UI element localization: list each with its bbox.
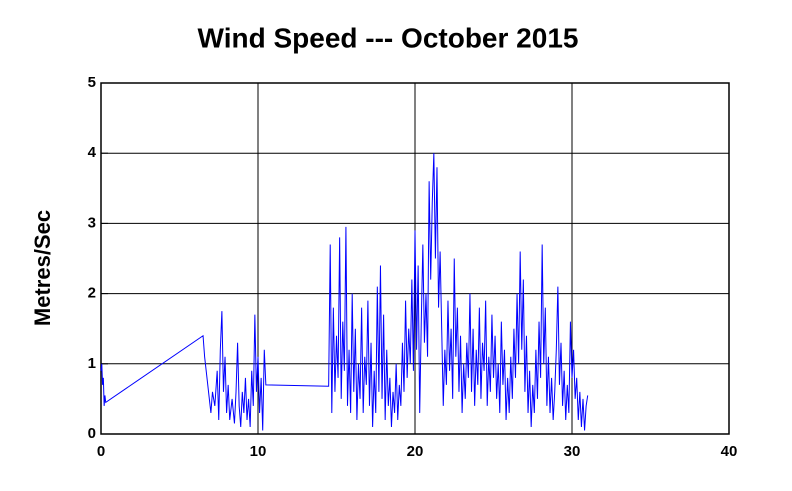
y-tick-label: 3	[88, 214, 96, 231]
x-tick-label: 30	[564, 443, 581, 460]
y-tick-label: 4	[88, 144, 97, 161]
data-line	[100, 153, 589, 431]
x-tick-label: 10	[250, 443, 267, 460]
y-tick-label: 1	[88, 355, 96, 372]
chart-title: Wind Speed --- October 2015	[198, 22, 579, 53]
y-tick-label: 5	[88, 74, 96, 91]
y-axis-label: Metres/Sec	[30, 210, 55, 326]
x-tick-label: 40	[721, 443, 738, 460]
x-tick-label: 20	[407, 443, 424, 460]
x-tick-label: 0	[97, 443, 105, 460]
y-tick-label: 2	[88, 285, 96, 302]
plot-frame	[100, 82, 730, 435]
y-tick-label: 0	[88, 425, 96, 442]
